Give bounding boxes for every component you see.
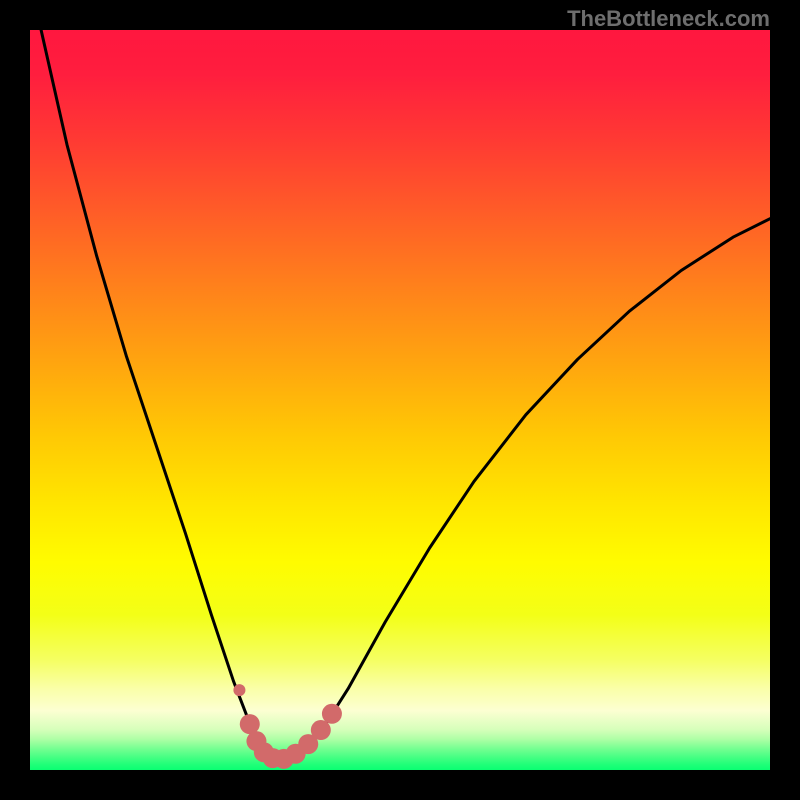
plot-area [30,30,770,770]
hotspot-marker [240,714,260,734]
watermark-text: TheBottleneck.com [567,6,770,32]
curve-svg [30,30,770,770]
hotspot-marker [322,704,342,724]
hotspot-marker [233,684,245,696]
chart-stage: TheBottleneck.com [0,0,800,800]
hotspot-marker [311,720,331,740]
